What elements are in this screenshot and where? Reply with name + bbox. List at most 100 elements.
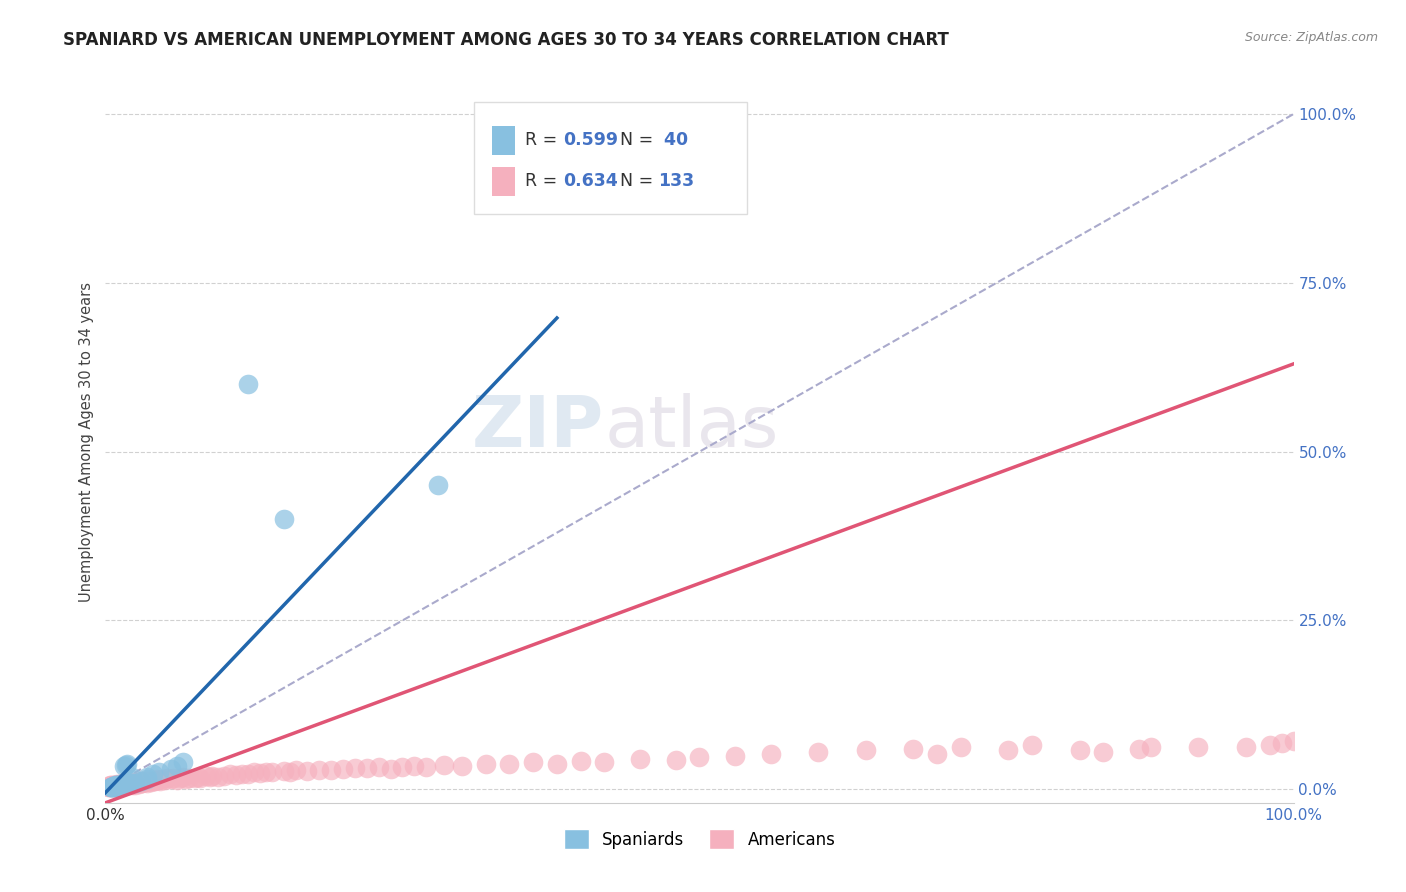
Point [121, 777, 143, 791]
Point [107, 778, 129, 792]
Point [100, 778, 122, 792]
Point [162, 771, 184, 785]
Point [689, 750, 711, 764]
Point [124, 775, 146, 789]
Point [104, 780, 127, 795]
Point [260, 765, 283, 780]
Point [127, 775, 149, 789]
Point [103, 778, 125, 792]
Point [332, 762, 354, 776]
Point [142, 767, 165, 781]
Point [855, 743, 877, 757]
Point [195, 769, 218, 783]
Point [433, 758, 456, 772]
Text: 0.599: 0.599 [562, 131, 617, 149]
Point [100, 779, 122, 793]
Point [104, 780, 127, 794]
Point [98, 778, 121, 792]
Point [136, 770, 159, 784]
Point [166, 772, 188, 787]
Point [110, 777, 132, 791]
Point [231, 766, 253, 780]
Point [139, 775, 162, 789]
Point [546, 756, 568, 771]
Point [125, 776, 148, 790]
Point [177, 771, 200, 785]
Text: N =: N = [620, 131, 658, 149]
Point [1069, 743, 1091, 757]
Point [593, 756, 616, 770]
Point [107, 779, 129, 793]
Point [149, 773, 172, 788]
Point [110, 779, 132, 793]
Point [100, 780, 122, 795]
Point [166, 758, 188, 772]
Point [105, 778, 128, 792]
Point [903, 741, 925, 756]
Text: 0.634: 0.634 [562, 172, 617, 190]
Point [105, 780, 128, 794]
Point [201, 769, 224, 783]
Point [114, 778, 136, 792]
Point [124, 775, 146, 789]
Point [219, 767, 242, 781]
Point [124, 778, 146, 792]
Point [118, 776, 141, 790]
Point [105, 778, 128, 792]
Point [105, 780, 128, 794]
Point [1021, 739, 1043, 753]
Text: SPANIARD VS AMERICAN UNEMPLOYMENT AMONG AGES 30 TO 34 YEARS CORRELATION CHART: SPANIARD VS AMERICAN UNEMPLOYMENT AMONG … [63, 31, 949, 49]
Point [1092, 745, 1115, 759]
Text: R =: R = [524, 131, 562, 149]
FancyBboxPatch shape [474, 102, 747, 214]
Point [198, 770, 221, 784]
Point [284, 764, 307, 778]
Point [136, 774, 159, 789]
Point [367, 760, 389, 774]
Point [118, 775, 141, 789]
Point [104, 778, 127, 792]
Point [1187, 740, 1209, 755]
Point [114, 776, 136, 790]
Point [278, 764, 301, 779]
Point [135, 773, 157, 788]
Point [114, 758, 136, 772]
Point [105, 777, 128, 791]
Point [172, 756, 194, 770]
Point [114, 758, 136, 772]
Text: atlas: atlas [605, 392, 779, 461]
Point [522, 756, 544, 770]
Point [172, 770, 194, 784]
Point [1128, 741, 1150, 756]
Point [190, 771, 212, 785]
Point [121, 775, 143, 789]
Point [207, 770, 229, 784]
Point [100, 780, 122, 794]
Point [143, 773, 166, 788]
Point [110, 777, 132, 791]
Point [427, 478, 450, 492]
Point [108, 779, 131, 793]
Point [1271, 736, 1294, 750]
Point [308, 763, 330, 777]
Point [152, 772, 174, 787]
Point [112, 777, 135, 791]
Point [949, 740, 972, 755]
Point [118, 777, 141, 791]
Point [117, 778, 139, 792]
Point [98, 780, 121, 795]
Point [236, 767, 259, 781]
Text: Source: ZipAtlas.com: Source: ZipAtlas.com [1244, 31, 1378, 45]
Point [273, 512, 295, 526]
Point [101, 780, 124, 794]
Point [104, 778, 127, 792]
Point [121, 770, 143, 784]
Point [343, 761, 366, 775]
Point [997, 743, 1019, 757]
Point [112, 777, 135, 791]
Point [129, 774, 152, 789]
Point [249, 766, 271, 780]
Point [146, 772, 169, 787]
Y-axis label: Unemployment Among Ages 30 to 34 years: Unemployment Among Ages 30 to 34 years [79, 282, 94, 601]
Point [153, 772, 176, 787]
